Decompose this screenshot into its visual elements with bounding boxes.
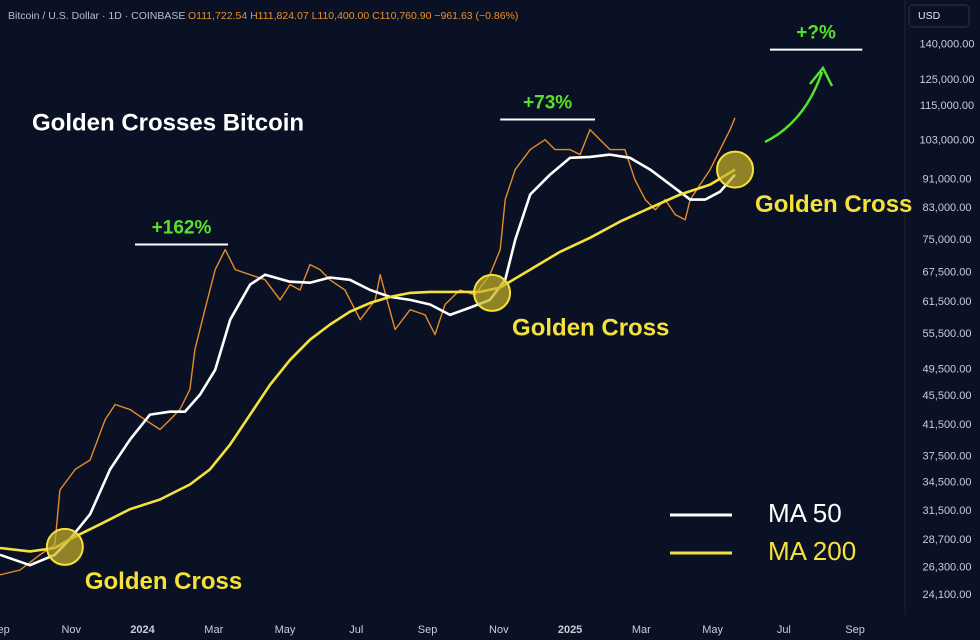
x-tick-label: Sep: [0, 624, 10, 636]
ma-line: [0, 168, 736, 553]
cross-marker: [473, 273, 512, 312]
cross-marker: [716, 150, 755, 189]
chart-title: Golden Crosses Bitcoin: [32, 109, 304, 136]
symbol-header: Bitcoin / U.S. Dollar · 1D · COINBASE: [8, 10, 185, 22]
y-tick-label: 103,000.00: [919, 135, 974, 147]
legend-label: MA 200: [768, 536, 856, 566]
cross-label: Golden Cross: [755, 191, 912, 218]
x-tick-label: Sep: [418, 624, 438, 636]
y-tick-label: 49,500.00: [923, 364, 972, 376]
gain-label: +73%: [523, 93, 572, 114]
quote: O111,722.54 H111,824.07 L110,400.00 C110…: [188, 10, 518, 22]
x-tick-label: Nov: [489, 624, 509, 636]
x-tick-label: 2025: [558, 624, 582, 636]
x-tick-label: Nov: [61, 624, 81, 636]
y-tick-label: 75,000.00: [923, 234, 972, 246]
y-tick-label: 83,000.00: [923, 202, 972, 214]
price-line: [0, 117, 736, 576]
y-tick-label: 26,300.00: [923, 561, 972, 573]
y-tick-label: 28,700.00: [923, 534, 972, 546]
cross-label: Golden Cross: [512, 314, 669, 341]
y-tick-label: 24,100.00: [923, 589, 972, 601]
x-tick-label: Jul: [777, 624, 791, 636]
y-tick-label: 31,500.00: [923, 505, 972, 517]
y-tick-label: 91,000.00: [923, 173, 972, 185]
y-tick-label: 37,500.00: [923, 451, 972, 463]
y-tick-label: 125,000.00: [919, 74, 974, 86]
gain-label: +?%: [796, 23, 836, 44]
legend-label: MA 50: [768, 498, 842, 528]
y-tick-label: 45,500.00: [923, 390, 972, 402]
x-tick-label: May: [702, 624, 723, 636]
x-tick-label: Sep: [845, 624, 865, 636]
x-tick-label: May: [275, 624, 296, 636]
cross-marker: [45, 527, 84, 566]
x-tick-label: 2024: [130, 624, 155, 636]
x-tick-label: Mar: [632, 624, 651, 636]
arrow-head: [809, 65, 834, 87]
y-tick-label: 55,500.00: [923, 328, 972, 340]
y-tick-label: 61,500.00: [923, 296, 972, 308]
y-tick-label: 140,000.00: [919, 39, 974, 51]
y-tick-label: 67,500.00: [923, 267, 972, 279]
gain-label: +162%: [152, 218, 212, 239]
y-tick-label: 115,000.00: [920, 100, 974, 112]
arrow: [764, 71, 824, 144]
currency[interactable]: USD: [918, 10, 941, 22]
cross-label: Golden Cross: [85, 568, 242, 595]
x-tick-label: Mar: [204, 624, 223, 636]
x-tick-label: Jul: [349, 624, 363, 636]
y-tick-label: 41,500.00: [923, 419, 972, 431]
y-tick-label: 34,500.00: [923, 477, 972, 489]
currency-button[interactable]: [908, 4, 970, 28]
ma-line: [0, 153, 736, 567]
